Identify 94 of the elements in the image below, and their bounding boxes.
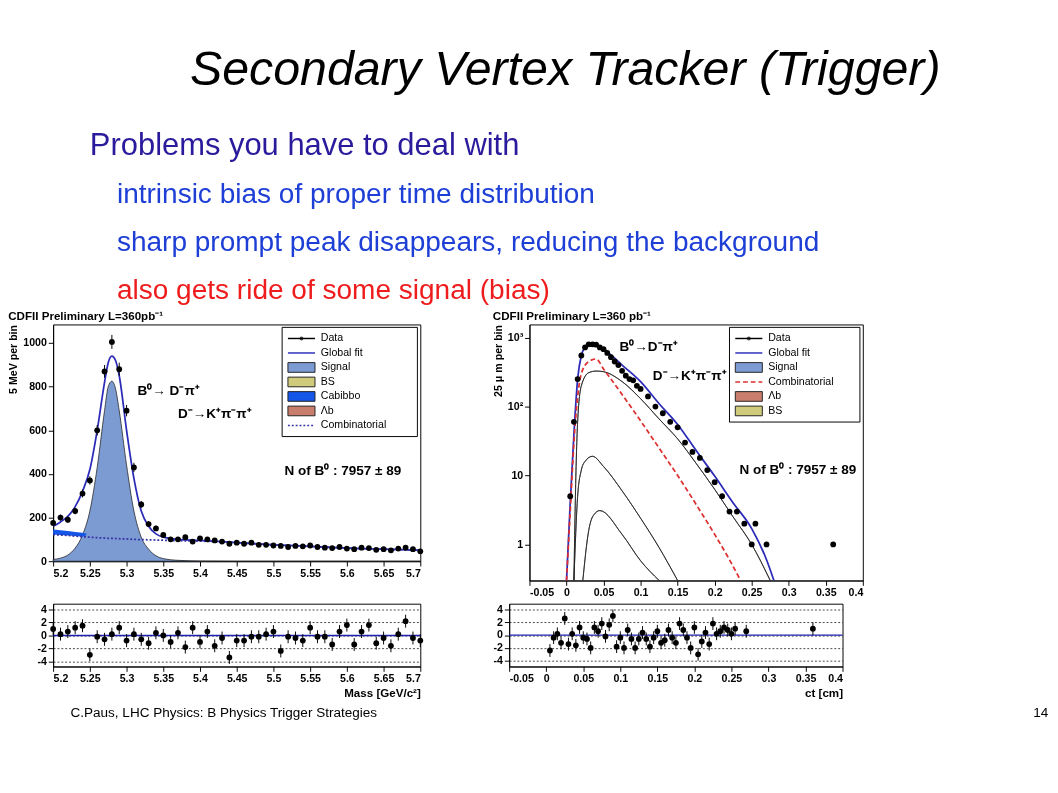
text: 14 bbox=[1033, 704, 1049, 720]
legend-label: Data bbox=[768, 331, 791, 344]
y-tick-label: 600 bbox=[29, 423, 47, 436]
x-tick-label: 5.25 bbox=[80, 567, 101, 580]
y-tick-label: 10³ bbox=[507, 330, 524, 343]
x-tick-label: 0 bbox=[564, 586, 571, 599]
text: Problems you have to deal with bbox=[89, 127, 520, 163]
x-tick-label: 5.6 bbox=[339, 567, 355, 580]
legend-label: Global fit bbox=[768, 345, 811, 358]
legend-label: Signal bbox=[320, 360, 351, 373]
y-tick-label: 2 bbox=[497, 615, 504, 628]
x-tick-label: 5.45 bbox=[226, 672, 248, 685]
legend-label: Combinatorial bbox=[320, 418, 387, 431]
x-tick-label: 0.35 bbox=[795, 672, 817, 685]
annotation: D⁻→K⁺π⁻π⁺ bbox=[652, 367, 727, 383]
x-tick-label: 5.65 bbox=[373, 672, 395, 685]
x-tick-label: 5.55 bbox=[300, 672, 322, 685]
x-tick-label: 5.4 bbox=[193, 567, 208, 580]
legend-label: BS bbox=[320, 374, 335, 387]
legend-label: Cabibbo bbox=[320, 389, 361, 402]
x-tick-label: 0.2 bbox=[687, 672, 703, 685]
text: intrinsic bias of proper time distribution bbox=[116, 177, 595, 209]
x-tick-label: 5.65 bbox=[373, 567, 395, 580]
x-tick-label: 0.25 bbox=[741, 586, 763, 599]
legend-label: Signal bbox=[768, 360, 798, 373]
y-tick-label: 10 bbox=[511, 468, 524, 481]
x-tick-label: 0.05 bbox=[593, 586, 615, 599]
x-tick-label: 0.2 bbox=[707, 586, 723, 599]
annotation: N of B⁰ : 7957 ± 89 bbox=[739, 462, 857, 478]
chart-title: CDFII Preliminary L=360 pb⁻¹ bbox=[492, 309, 652, 322]
legend-label: Combinatorial bbox=[768, 374, 834, 387]
y-axis-title: 25 μ m per bin bbox=[492, 324, 505, 397]
y-tick-label: 4 bbox=[40, 602, 47, 615]
x-tick-label: 5.7 bbox=[406, 567, 421, 580]
x-tick-label: 0.3 bbox=[781, 586, 797, 599]
x-tick-label: 5.3 bbox=[119, 567, 135, 580]
x-tick-label: 0.25 bbox=[721, 672, 743, 685]
x-tick-label: 5.6 bbox=[339, 672, 355, 685]
y-tick-label: 4 bbox=[497, 602, 504, 615]
annotation: B⁰→D⁻π⁺ bbox=[619, 339, 678, 355]
x-axis-title: ct [cm] bbox=[805, 686, 844, 699]
x-tick-label: 0.15 bbox=[647, 672, 669, 685]
x-tick-label: 5.7 bbox=[406, 672, 421, 685]
legend-label: BS bbox=[768, 403, 783, 416]
legend-label: Global fit bbox=[320, 345, 363, 358]
y-tick-label: 0 bbox=[40, 628, 47, 641]
text: Secondary Vertex Tracker (Trigger) bbox=[189, 40, 941, 95]
y-tick-label: -4 bbox=[493, 654, 504, 667]
legend-label: Λb bbox=[320, 403, 334, 416]
y-axis-title: 5 MeV per bin bbox=[7, 324, 20, 394]
x-tick-label: 0.05 bbox=[573, 672, 595, 685]
y-tick-label: -2 bbox=[37, 641, 47, 654]
chart-title: CDFII Preliminary L=360pb⁻¹ bbox=[8, 309, 164, 322]
y-tick-label: 2 bbox=[40, 615, 47, 628]
x-tick-label: 5.3 bbox=[119, 672, 135, 685]
legend-label: Data bbox=[320, 331, 344, 344]
y-tick-label: 800 bbox=[29, 380, 47, 393]
x-tick-label: 0.1 bbox=[613, 672, 629, 685]
y-tick-label: -4 bbox=[37, 654, 47, 667]
x-tick-label: 5.2 bbox=[53, 567, 69, 580]
y-tick-label: 200 bbox=[29, 510, 47, 523]
text: also gets ride of some signal (bias) bbox=[116, 274, 550, 306]
x-tick-label: 0.35 bbox=[815, 586, 837, 599]
x-tick-label: 5.5 bbox=[266, 672, 282, 685]
x-tick-label: 0 bbox=[543, 672, 550, 685]
x-tick-label: 0.15 bbox=[667, 586, 689, 599]
legend-label: Λb bbox=[768, 389, 782, 402]
annotation: D⁻→K⁺π⁻π⁺ bbox=[177, 406, 252, 422]
text: C.Paus, LHC Physics: B Physics Trigger Strategies bbox=[70, 704, 378, 720]
y-tick-label: 1000 bbox=[23, 336, 47, 349]
x-tick-label: 5.55 bbox=[300, 567, 322, 580]
x-axis-title: Mass [GeV/c²] bbox=[344, 686, 421, 699]
annotation: B⁰→ D⁻π⁺ bbox=[137, 382, 200, 398]
y-tick-label: 0 bbox=[40, 554, 47, 567]
text: sharp prompt peak disappears, reducing the background bbox=[116, 226, 820, 258]
x-tick-label: 5.45 bbox=[226, 567, 248, 580]
annotation: N of B⁰ : 7957 ± 89 bbox=[284, 463, 402, 479]
x-tick-label: 5.35 bbox=[153, 567, 175, 580]
x-tick-label: 0.4 bbox=[828, 672, 844, 685]
y-tick-label: 10² bbox=[507, 399, 524, 412]
y-tick-label: 1 bbox=[517, 537, 524, 550]
x-tick-label: 5.35 bbox=[153, 672, 175, 685]
x-tick-label: 5.4 bbox=[193, 672, 208, 685]
x-tick-label: 5.5 bbox=[266, 567, 282, 580]
y-tick-label: 0 bbox=[497, 628, 504, 641]
x-tick-label: 5.25 bbox=[80, 672, 101, 685]
x-tick-label: -0.05 bbox=[529, 586, 555, 599]
x-tick-label: 0.4 bbox=[848, 586, 864, 599]
x-tick-label: 5.2 bbox=[53, 672, 69, 685]
y-tick-label: 400 bbox=[29, 467, 47, 480]
y-tick-label: -2 bbox=[493, 641, 504, 654]
x-tick-label: 0.3 bbox=[761, 672, 777, 685]
x-tick-label: 0.1 bbox=[633, 586, 649, 599]
x-tick-label: -0.05 bbox=[509, 672, 534, 685]
